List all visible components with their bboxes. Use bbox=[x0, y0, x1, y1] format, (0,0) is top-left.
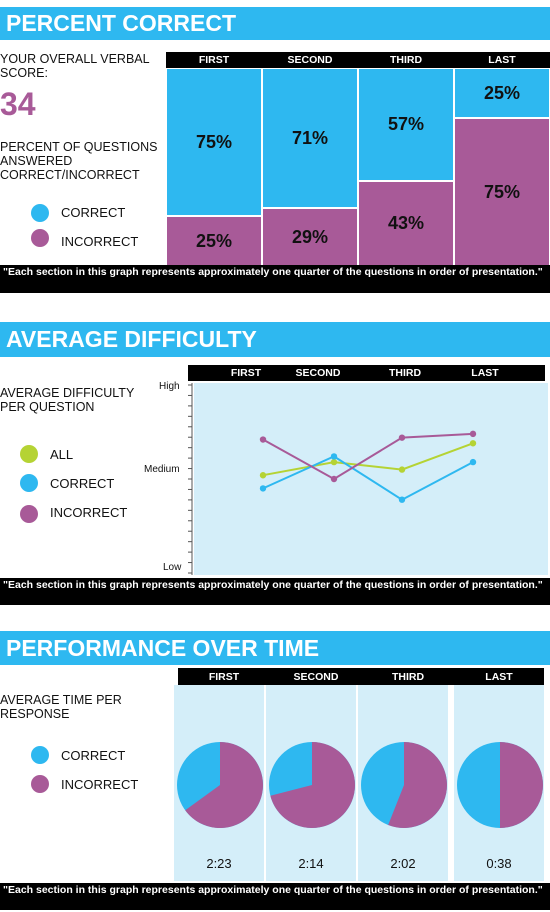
all-series-line bbox=[262, 442, 474, 477]
correct-data-point bbox=[398, 496, 406, 503]
avg-time-label: AVERAGE TIME PER RESPONSE bbox=[0, 693, 122, 721]
correct-bar-segment: 57% bbox=[359, 69, 453, 180]
correct-data-point bbox=[469, 458, 477, 466]
col-header: SECOND bbox=[287, 54, 333, 66]
average-time-label: 0:38 bbox=[486, 856, 512, 871]
percent-footnote: "Each section in this graph represents a… bbox=[0, 265, 550, 293]
col-header: THIRD bbox=[388, 367, 422, 379]
incorrect-data-label: 29% bbox=[291, 226, 329, 247]
overall-score-value: 34 bbox=[0, 86, 36, 122]
incorrect-pie-slice bbox=[185, 742, 264, 828]
incorrect-series-line bbox=[262, 432, 474, 481]
incorrect-data-label: 75% bbox=[483, 181, 521, 202]
average-time-label: 2:23 bbox=[206, 856, 232, 871]
all-legend-label: ALL bbox=[50, 447, 74, 462]
incorrect-data-point bbox=[259, 436, 267, 443]
all-data-point bbox=[469, 440, 477, 447]
all-data-point bbox=[259, 472, 267, 479]
difficulty-footnote: "Each section in this graph represents a… bbox=[0, 578, 550, 605]
pie-panel: 0:38 bbox=[454, 685, 544, 881]
correct-bar-segment: 71% bbox=[263, 69, 357, 207]
incorrect-legend-icon bbox=[31, 775, 49, 793]
col-header: LAST bbox=[488, 54, 516, 66]
pie-chart bbox=[269, 742, 355, 828]
correct-series-line bbox=[262, 455, 474, 501]
percent-column-headers: FIRST SECOND THIRD LAST bbox=[166, 52, 550, 68]
correct-data-label: 75% bbox=[195, 131, 233, 152]
section-title: PERCENT CORRECT bbox=[6, 10, 237, 36]
section-banner-performance-over-time: PERFORMANCE OVER TIME bbox=[0, 631, 550, 665]
percent-questions-label: PERCENT OF QUESTIONS ANSWERED CORRECT/IN… bbox=[0, 140, 158, 182]
incorrect-legend-icon bbox=[20, 505, 38, 523]
col-header: THIRD bbox=[389, 54, 423, 66]
incorrect-legend-label: INCORRECT bbox=[61, 777, 139, 792]
incorrect-pie-slice bbox=[500, 742, 543, 828]
incorrect-pie-slice bbox=[388, 742, 448, 828]
time-column-headers: FIRST SECOND THIRD LAST bbox=[178, 668, 544, 685]
incorrect-pie-slice bbox=[270, 742, 355, 828]
section-banner-percent-correct: PERCENT CORRECT bbox=[0, 7, 550, 40]
correct-data-label: 25% bbox=[483, 82, 521, 103]
correct-data-point bbox=[330, 453, 338, 460]
col-header: LAST bbox=[485, 670, 513, 683]
incorrect-data-point bbox=[469, 430, 477, 438]
correct-legend-icon bbox=[31, 204, 49, 222]
incorrect-legend-label: INCORRECT bbox=[61, 234, 139, 249]
y-tick-low: Low bbox=[163, 562, 182, 573]
correct-legend-icon bbox=[20, 474, 38, 492]
time-footnote: "Each section in this graph represents a… bbox=[0, 883, 550, 910]
difficulty-line-chart bbox=[188, 383, 548, 575]
incorrect-bar-segment: 25% bbox=[167, 217, 261, 265]
pie-chart bbox=[361, 742, 448, 828]
correct-data-point bbox=[259, 485, 267, 492]
col-header: LAST bbox=[471, 367, 499, 379]
correct-bar-segment: 75% bbox=[167, 69, 261, 215]
all-data-point bbox=[398, 466, 406, 473]
incorrect-data-point bbox=[398, 434, 406, 441]
incorrect-bar-segment: 43% bbox=[359, 182, 453, 265]
avg-difficulty-label: AVERAGE DIFFICULTY PER QUESTION bbox=[0, 386, 135, 414]
pie-chart bbox=[177, 742, 264, 828]
all-data-point bbox=[330, 458, 338, 466]
correct-legend-label: CORRECT bbox=[61, 748, 126, 763]
section-banner-average-difficulty: AVERAGE DIFFICULTY bbox=[0, 322, 550, 357]
correct-legend-label: CORRECT bbox=[50, 476, 115, 491]
correct-data-label: 71% bbox=[291, 127, 329, 148]
pie-chart bbox=[457, 742, 543, 828]
incorrect-data-label: 25% bbox=[195, 230, 233, 251]
incorrect-bar-segment: 75% bbox=[455, 119, 549, 265]
overall-score-label: YOUR OVERALL VERBAL SCORE: bbox=[0, 52, 150, 80]
all-legend-icon bbox=[20, 445, 38, 463]
section-title: AVERAGE DIFFICULTY bbox=[6, 326, 257, 352]
correct-legend-label: CORRECT bbox=[61, 205, 126, 220]
incorrect-bar-segment: 29% bbox=[263, 209, 357, 265]
average-time-label: 2:14 bbox=[298, 856, 324, 871]
average-time-label: 2:02 bbox=[390, 856, 416, 871]
percent-correct-chart: 75% 25% 71% 29% 57% 43% 25% 75% bbox=[166, 69, 550, 265]
col-header: FIRST bbox=[208, 670, 240, 683]
time-pie-charts: 2:23 2:14 2:02 0:38 bbox=[174, 685, 550, 881]
col-header: SECOND bbox=[293, 670, 339, 683]
incorrect-data-label: 43% bbox=[387, 213, 425, 233]
y-tick-medium: Medium bbox=[144, 464, 180, 475]
pie-panel: 2:23 bbox=[174, 685, 264, 881]
difficulty-column-headers: FIRST SECOND THIRD LAST bbox=[188, 365, 545, 381]
pie-panel: 2:02 bbox=[358, 685, 448, 881]
incorrect-legend-label: INCORRECT bbox=[50, 505, 128, 520]
section-title: PERFORMANCE OVER TIME bbox=[6, 634, 320, 661]
col-header: FIRST bbox=[230, 367, 262, 379]
incorrect-data-point bbox=[330, 475, 338, 483]
pie-panel: 2:14 bbox=[266, 685, 356, 881]
col-header: THIRD bbox=[391, 670, 425, 683]
correct-data-label: 57% bbox=[387, 114, 425, 134]
incorrect-legend-icon bbox=[31, 229, 49, 247]
y-tick-high: High bbox=[159, 381, 180, 392]
correct-bar-segment: 25% bbox=[455, 69, 549, 117]
correct-legend-icon bbox=[31, 746, 49, 764]
col-header: FIRST bbox=[198, 54, 230, 66]
col-header: SECOND bbox=[295, 367, 341, 379]
